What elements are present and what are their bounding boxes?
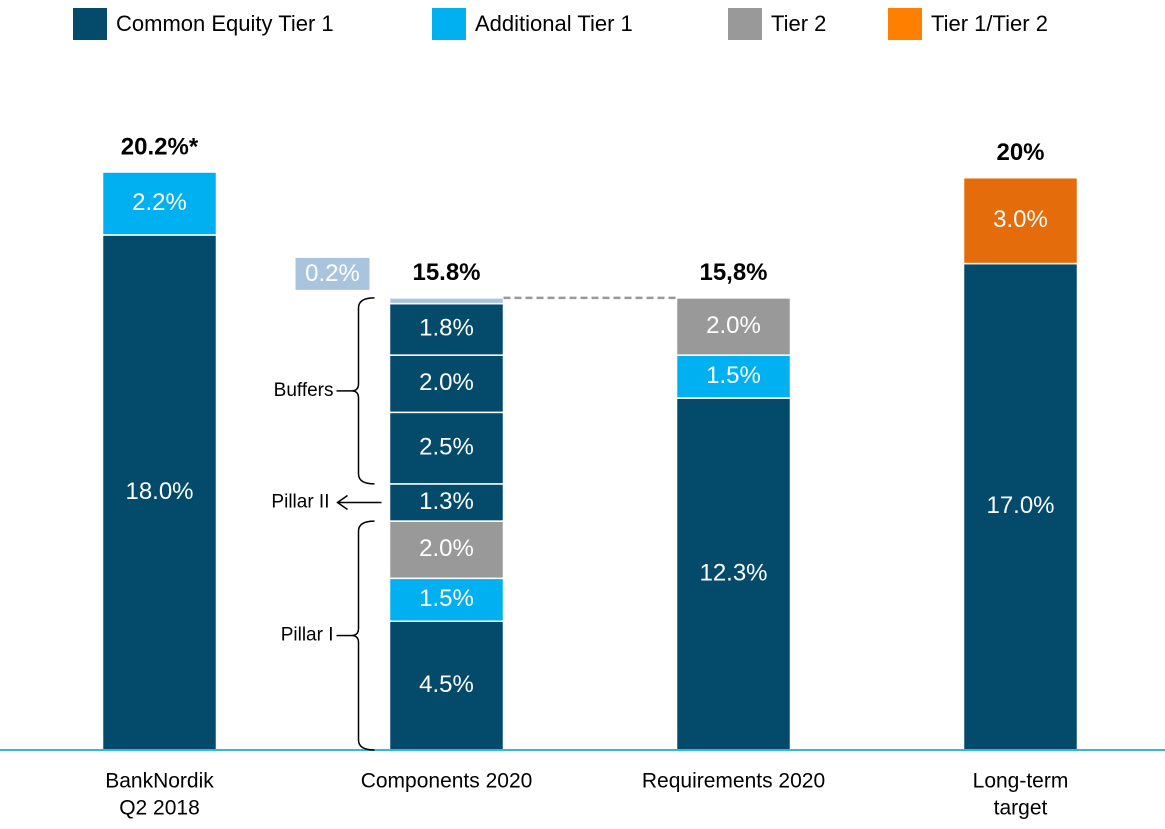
value-label: 2.2% <box>132 189 187 216</box>
legend-label: Additional Tier 1 <box>475 11 633 36</box>
value-label: 2.0% <box>706 312 761 339</box>
bar-segment <box>388 297 505 305</box>
value-label-box <box>295 257 370 290</box>
bar-segment <box>962 262 1079 751</box>
legend-swatch <box>432 8 466 40</box>
legend-label: Tier 2 <box>771 11 826 36</box>
x-tick-label: BankNordik <box>105 770 214 793</box>
bar-segment <box>388 302 505 356</box>
x-tick-label: Q2 2018 <box>119 797 200 820</box>
value-label: 1.3% <box>419 488 474 515</box>
legend-label: Common Equity Tier 1 <box>116 11 334 36</box>
value-label: 2.5% <box>419 433 474 460</box>
bar-segment <box>388 354 505 414</box>
value-label: 1.5% <box>706 362 761 389</box>
x-tick-label: Requirements 2020 <box>642 770 825 793</box>
value-label: 2.0% <box>419 369 474 396</box>
bar-total: 15,8% <box>699 259 767 286</box>
value-label: 3.0% <box>993 206 1048 233</box>
bar-segment <box>388 411 505 485</box>
bar-segment <box>962 176 1079 265</box>
bar-segment <box>388 520 505 580</box>
x-tick-label: Components 2020 <box>361 770 533 793</box>
bar-segment <box>388 577 505 622</box>
bracket <box>351 297 375 485</box>
value-label: 17.0% <box>986 492 1054 519</box>
value-label: 4.5% <box>419 671 474 698</box>
bar-segment <box>675 297 792 356</box>
value-label: 0.2% <box>305 260 360 287</box>
legend-swatch <box>73 8 107 40</box>
x-tick-label: target <box>994 797 1048 820</box>
bar-total: 15.8% <box>412 259 480 286</box>
annotation: Pillar I <box>281 625 334 646</box>
bar-segment <box>675 354 792 399</box>
legend-label: Tier 1/Tier 2 <box>931 11 1048 36</box>
arrow <box>336 494 382 511</box>
value-label: 2.0% <box>419 535 474 562</box>
x-tick-label: Long-term <box>973 770 1069 793</box>
value-label: 1.5% <box>419 585 474 612</box>
annotation: Buffers <box>274 380 334 401</box>
bar-total: 20% <box>996 139 1044 166</box>
bracket <box>351 520 375 751</box>
legend-swatch <box>728 8 762 40</box>
value-label: 1.8% <box>419 315 474 342</box>
annotation: Pillar II <box>271 492 329 513</box>
value-label: 18.0% <box>125 478 193 505</box>
bar-total: 20.2%* <box>121 133 199 160</box>
legend-swatch <box>888 8 922 40</box>
value-label: 12.3% <box>699 559 767 586</box>
bar-segment <box>388 483 505 522</box>
bar-segment <box>101 234 218 751</box>
bar-segment <box>675 397 792 751</box>
bar-segment <box>101 171 218 236</box>
